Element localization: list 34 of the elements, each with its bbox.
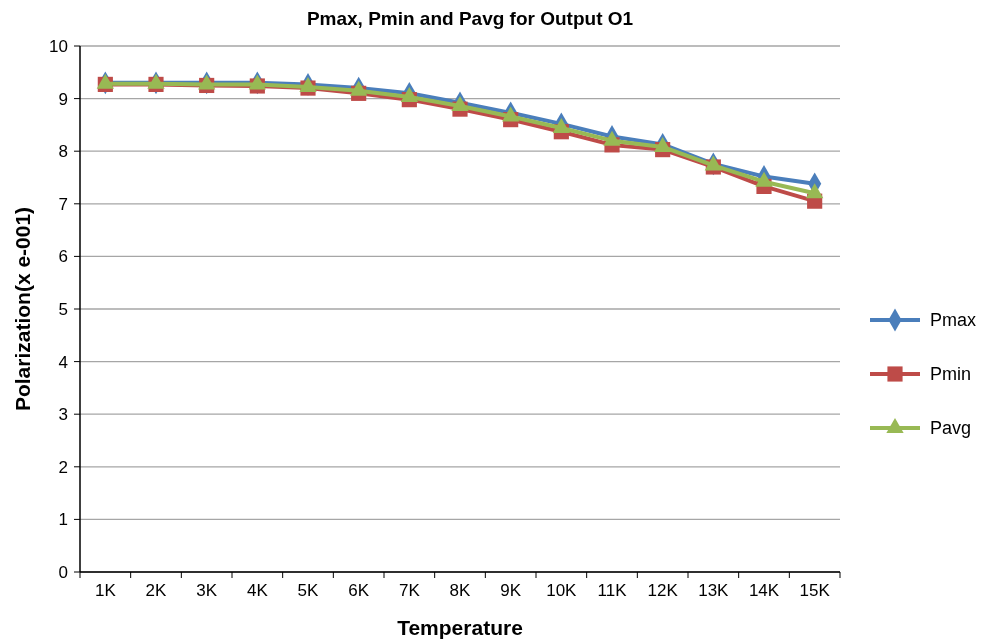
legend-label: Pmax: [930, 310, 977, 331]
x-tick-label: 5K: [297, 581, 320, 600]
x-tick-label: 14K: [748, 581, 780, 600]
x-tick-label: 3K: [196, 581, 218, 600]
point: [400, 87, 418, 103]
legend-label: Pmin: [930, 364, 972, 385]
y-tick-label: 9: [58, 89, 68, 109]
x-tick-label: 8K: [449, 581, 472, 600]
x-tick-label: 9K: [500, 581, 522, 600]
y-tick-label: 1: [58, 510, 68, 530]
y-axis-title: Polarization(x e-001): [11, 206, 34, 412]
x-tick-label: 13K: [698, 581, 730, 600]
x-tick-label: 10K: [546, 581, 578, 600]
x-tick-label: 12K: [647, 581, 679, 600]
y-tick-label: 0: [58, 562, 68, 582]
y-tick-label: 3: [58, 405, 68, 425]
y-tick-label: 6: [58, 247, 68, 267]
point: [552, 118, 570, 134]
y-tick-label: 5: [58, 299, 68, 319]
y-tick-label: 4: [58, 352, 68, 372]
x-tick-label: 1K: [94, 581, 117, 600]
x-axis-title: Temperature: [397, 616, 523, 639]
x-tick-label: 4K: [246, 581, 269, 600]
x-tick-label: 6K: [348, 581, 370, 600]
y-tick-label: 8: [58, 142, 68, 162]
x-tick-label: 11K: [597, 581, 628, 600]
x-tick-label: 15K: [799, 581, 831, 600]
legend-label: Pavg: [930, 418, 972, 439]
y-tick-label: 2: [58, 457, 68, 477]
chart-title: Pmax, Pmin and Pavg for Output O1: [306, 8, 634, 29]
x-tick-label: 7K: [398, 581, 421, 600]
x-tick-label: 2K: [145, 581, 168, 600]
y-tick-label: 10: [49, 36, 68, 56]
y-tick-label: 7: [58, 194, 68, 214]
